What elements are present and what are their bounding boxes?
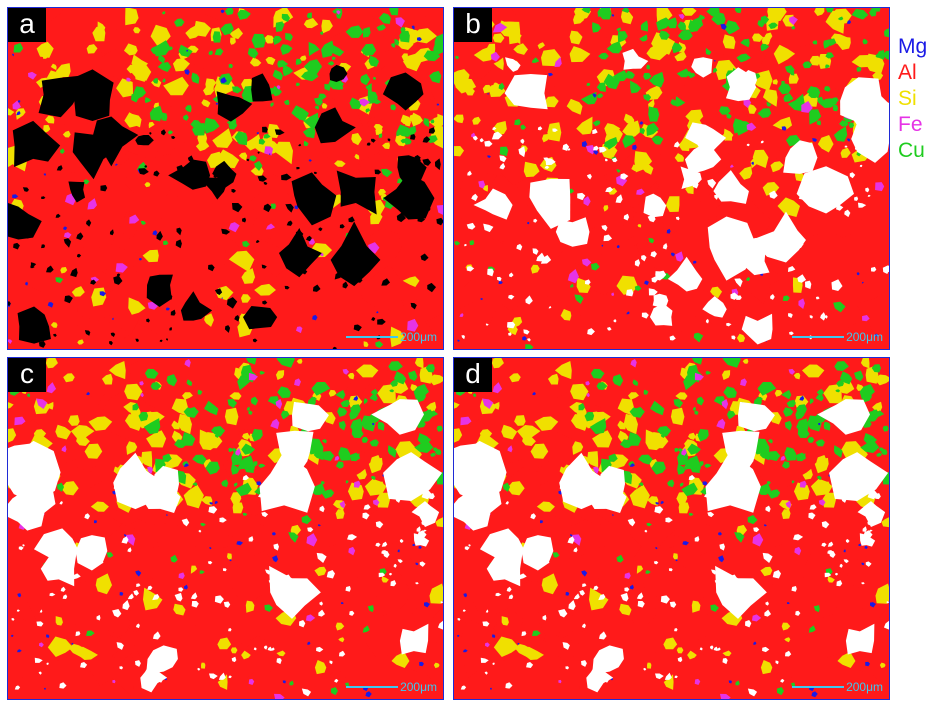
panel-label-a: a xyxy=(8,8,46,42)
scale-bar-line xyxy=(792,336,845,338)
panel-label-c: c xyxy=(8,358,46,392)
panel-label-b: b xyxy=(454,8,492,42)
scale-bar-d: 200μm xyxy=(792,681,883,693)
scale-bar-text: 200μm xyxy=(846,680,883,694)
micrograph-panel-c: c 200μm xyxy=(7,357,444,700)
micrograph-panel-a: a 200μm xyxy=(7,7,444,350)
legend-mg: Mg xyxy=(898,35,928,58)
legend-al: Al xyxy=(898,61,917,84)
scale-bar-text: 200μm xyxy=(400,680,437,694)
scale-bar-line xyxy=(792,686,845,688)
legend-si: Si xyxy=(898,87,917,110)
element-map-c xyxy=(8,358,443,699)
panel-label-d: d xyxy=(454,358,492,392)
scale-bar-line xyxy=(346,336,399,338)
legend-cu: Cu xyxy=(898,139,925,162)
element-map-d xyxy=(454,358,889,699)
scale-bar-line xyxy=(346,686,399,688)
micrograph-panel-b: b 200μm xyxy=(453,7,890,350)
legend-fe: Fe xyxy=(898,113,923,136)
element-map-b xyxy=(454,8,889,349)
element-map-a xyxy=(8,8,443,349)
scale-bar-b: 200μm xyxy=(792,331,883,343)
scale-bar-text: 200μm xyxy=(400,330,437,344)
scale-bar-a: 200μm xyxy=(346,331,437,343)
scale-bar-text: 200μm xyxy=(846,330,883,344)
scale-bar-c: 200μm xyxy=(346,681,437,693)
element-color-legend: Mg Al Si Fe Cu xyxy=(898,34,938,164)
micrograph-panel-d: d 200μm xyxy=(453,357,890,700)
